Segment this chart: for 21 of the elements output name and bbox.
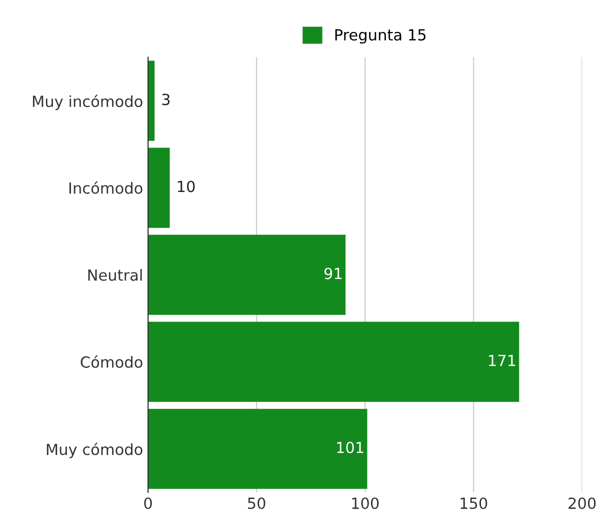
bar	[148, 234, 346, 315]
data-label: 3	[162, 94, 170, 106]
y-tick-label: Neutral	[88, 269, 142, 281]
data-label: 91	[324, 268, 342, 280]
y-tick-label: Muy incómodo	[32, 94, 142, 110]
x-tick-label: 150	[460, 497, 488, 510]
bar	[148, 408, 368, 489]
bar	[148, 322, 520, 402]
data-label: 171	[489, 354, 516, 366]
y-tick-label: Incómodo	[69, 181, 142, 194]
bar	[148, 60, 155, 141]
x-tick-label: 200	[568, 497, 596, 510]
x-tick-label: 100	[352, 497, 379, 510]
y-tick-label: Muy cómodo	[46, 442, 142, 458]
bar	[148, 148, 170, 228]
x-tick-label: 0	[144, 497, 152, 510]
data-label: 10	[178, 180, 195, 192]
data-label: 101	[337, 442, 364, 454]
y-tick-label: Cómodo	[80, 355, 142, 368]
x-tick-label: 50	[248, 497, 266, 510]
legend-label: Pregunta 15	[335, 29, 426, 44]
